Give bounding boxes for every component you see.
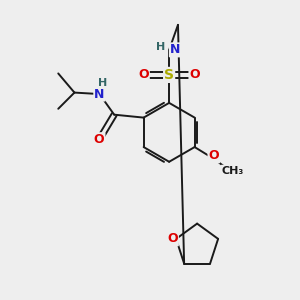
- Text: H: H: [156, 42, 165, 52]
- Text: N: N: [94, 88, 105, 100]
- Text: O: O: [138, 68, 149, 81]
- Text: O: O: [208, 149, 219, 162]
- Text: N: N: [170, 44, 180, 56]
- Text: O: O: [189, 68, 200, 81]
- Text: CH₃: CH₃: [222, 166, 244, 176]
- Text: H: H: [98, 78, 107, 88]
- Text: O: O: [167, 232, 178, 245]
- Text: O: O: [94, 133, 104, 146]
- Text: S: S: [164, 68, 174, 82]
